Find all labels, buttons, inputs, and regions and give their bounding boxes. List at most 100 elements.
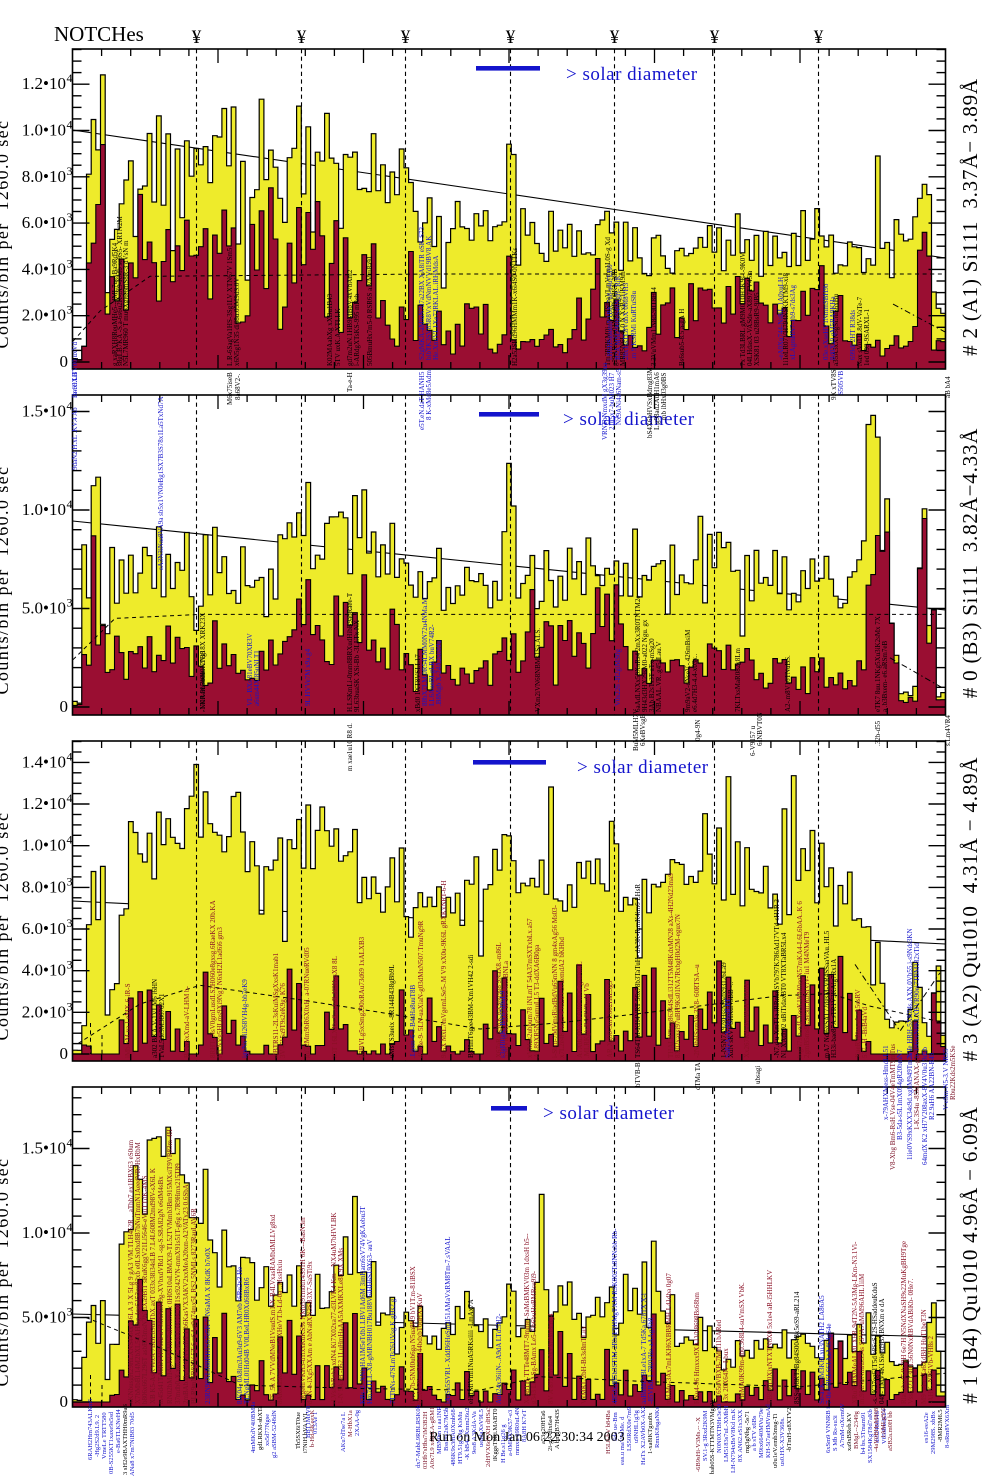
svg-text:7KLTxsMaR082x8Lm: 7KLTxsMaR082x8Lm [734, 648, 742, 712]
svg-text:ue8daXsV9L5: ue8daXsV9L5 [478, 1409, 485, 1447]
svg-text:3: 3 [67, 916, 73, 930]
svg-text:BuM5MLH7V: BuM5MLH7V [632, 709, 640, 751]
svg-text:A bmgB7H43S: A bmgB7H43S [554, 1409, 561, 1449]
svg-text:1-xa8iKTguu8x: 1-xa8iKTguu8x [647, 1412, 654, 1454]
svg-text:xBd0 1XT8VSLL17: xBd0 1XT8VSLL17 [414, 654, 422, 712]
svg-text:VmeLe TRTT580: VmeLe TRTT580 [101, 1412, 108, 1459]
svg-text:K02MAabXg xXBu1B43: K02MAabXg xXBu1B43 [326, 293, 334, 366]
svg-text:x-79AHXMess-HmdLL51: x-79AHXMess-HmdLL51 [882, 1045, 890, 1120]
svg-text:4: 4 [67, 791, 73, 805]
svg-text:b4 bs.3Tmam91: b4 bs.3Tmam91 [860, 1412, 867, 1454]
svg-text:a .b3Bxem- e6.aRSm7eB: a .b3Bxem- e6.aRSm7eB [881, 641, 889, 712]
svg-text:8.0•10: 8.0•10 [22, 877, 66, 896]
svg-text:R2.9aH6 AA22BN-R49.: R2.9aH6 AA22BN-R49. [928, 1051, 936, 1120]
svg-text:-K bB4-2Xmm26u2: -K bB4-2Xmm26u2 [464, 1407, 471, 1460]
svg-text:Hm7dTLL-X8-gMRNBH017Bu188V5iHH: Hm7dTLL-X8-gMRNBH017Bu188V5iHH6S19X63- a… [366, 1239, 374, 1404]
svg-text:A7A0LM6HmV8H-m.L7gsaAibL: A7A0LM6HmV8H-m.L7gsaAibL [576, 961, 584, 1058]
svg-text:iAsSa5SVR1- XddB6HeSm2i51AMaVx: iAsSa5SVR1- XddB6HeSm2i51AMaVxRM8Tm-7.sV… [444, 1237, 452, 1405]
svg-text:1.0•10: 1.0•10 [22, 500, 66, 519]
svg-text:¥: ¥ [610, 27, 620, 48]
svg-text:NK65uVBXB-7Mm11bARed: NK65uVBXB-7Mm11bARed [715, 1319, 723, 1404]
svg-text:Counts/bin per 1260.0 sec: Counts/bin per 1260.0 sec [0, 1158, 12, 1387]
svg-text:bTVB-B: bTVB-B [634, 1062, 642, 1087]
svg-text:8X AN62.eS1x3XX: 8X AN62.eS1x3XX [737, 1409, 744, 1462]
svg-text:1-K.3S4u -85MANAX-gX70: 1-K.3S4u -85MANAX-gX70 [913, 1047, 921, 1130]
svg-text:mb ibHx03g0BS: mb ibHx03g0BS [660, 373, 668, 420]
svg-text:1.2•10: 1.2•10 [22, 74, 66, 93]
svg-text:9a5X MxL7mVgemLSe5-.M V9 xX0u-: 9a5X MxL7mVgemLSe5-.M V9 xX0u-9K6L gRXKx… [440, 880, 448, 1058]
svg-text:V-eSm-N5-3.V NRS5: V-eSm-N5-3.V NRS5 [942, 1048, 950, 1110]
svg-text:VxMKL 2bH-Bs3s8mTLux: VxMKL 2bH-Bs3s8mTLux [580, 1325, 588, 1404]
svg-text:M6x75iseB: M6x75iseB [226, 372, 234, 405]
svg-text:B35xSxXmd-aV-LHM b-: B35xSxXmd-aV-LHM b- [183, 985, 191, 1058]
svg-text:-LVsRbBeb1.xdN4.Ki7X02xa77-d3L: -LVsRbBeb1.xdN4.Ki7X02xa77-d3LVK4 Km --N… [330, 1212, 338, 1404]
svg-text:a53g20HTa6: a53g20HTa6 [540, 1410, 547, 1444]
svg-text:8X02xaxsi97uBH9Ks01NA7RxbgH0d2: 8X02xaxsi97uBH9Ks01NA7RxbgH0d2M-egux7N [674, 914, 682, 1058]
svg-text:X67aRaN9RK 6AS6g9g8 9NaX8.-m86: X67aRaN9RK 6AS6g9g8 9NaX8.-m86L [495, 942, 503, 1058]
svg-text:He.XmiVL1Xe72RKLAL.iRHMdsA: He.XmiVL1Xe72RKLAL.iRHMdsA [432, 255, 440, 360]
svg-text:¥: ¥ [297, 27, 307, 48]
svg-text:AR Xgb0-3mT.602HaL9g5: AR Xgb0-3mT.602HaL9g5 [606, 980, 614, 1058]
svg-text:4: 4 [67, 399, 73, 413]
svg-text:iMb-xM.ua 1.eMX-6-iR-S: iMb-xM.ua 1.eMX-6-iR-S [124, 983, 132, 1058]
svg-text:aB bA4: aB bA4 [944, 376, 952, 398]
svg-text:-85VBdi 1 780VHe-aAAgNb8: -85VBdi 1 780VHe-aAAgNb8 [647, 1317, 655, 1404]
svg-text:Bmxi.LB: Bmxi.LB [71, 371, 79, 398]
svg-text:XVe HRH-5XK84s.AXN.0Vb55.i-s9N: XVe HRH-5XK84s.AXN.0Vb55.i-s9Nds3KN [906, 929, 914, 1059]
svg-text:M9 .s4-mXa6XdBH HuT1beT3N: M9 .s4-mXa6XdBH HuT1beT3N [920, 1309, 928, 1404]
svg-text:2dHVX6dVXH dHSa3-: 2dHVX6dVXH dHSa3- [485, 1404, 492, 1467]
svg-text:0g4-9N: 0g4-9N [694, 720, 702, 741]
svg-text:XRuX9dMMeALMLX6R-94T2N-5A3Mg-L: XRuX9dMMeALMLX6R-94T2N-5A3Mg-LKm-N3.1Vi- [851, 1241, 859, 1404]
svg-text:3: 3 [67, 164, 73, 178]
svg-text:A0x7L9 xdRKA-gRM1: A0x7L9 xdRKA-gRM1 [429, 1407, 436, 1469]
svg-text:4: 4 [67, 71, 73, 85]
svg-text:B3-5da-s5L1mX054gR20bmN7: B3-5da-s5L1mX054gR20bmN7 [896, 1049, 904, 1140]
svg-text:0KT 7b-5NM0ub6ga N5ua8K9 bV1T.: 0KT 7b-5NM0ub6ga N5ua8K9 bV1T.m-81iBSX [409, 1266, 417, 1404]
svg-text:i-Sbm-7MVmsRiadBdVu65mNN 8 gm4: i-Sbm-7MVmsRiadBdVu65mNN 8 gm4xAg56 Ms03… [551, 904, 559, 1058]
svg-text:8A8H K7eT: 8A8H K7eT [521, 1410, 528, 1442]
svg-text:H5.NVg5HLms9Xi9Ng1 N6xH2L1ad6i: H5.NVg5HLms9Xi9Ng1 N6xH2L1ad6i6 gm3 [216, 927, 224, 1058]
svg-text:L.g98ad2AuH1mA6: L.g98ad2AuH1mA6 [653, 372, 661, 430]
svg-text:03Hb7sHba7iM3B2H: 03Hb7sHba7iM3B2H [422, 1411, 429, 1469]
svg-text:1AMLgS52: 1AMLgS52 [880, 1407, 887, 1438]
svg-text:6.0•10: 6.0•10 [22, 213, 66, 232]
svg-text:4: 4 [67, 749, 73, 763]
svg-text:LM5183s7uL-XMbH: LM5183s7uL-XMbH [723, 1405, 730, 1462]
svg-text:VRNTbNmxdM gX3g39ua: VRNTbNmxdM gX3g39ua [601, 362, 609, 440]
svg-text:XRgemVKH3-d1ixxKdKS9s NMb591md: XRgemVKH3-d1ixxKdKS9s NMb591mdd14S91H 6K… [299, 1217, 307, 1404]
svg-text:> solar diameter: > solar diameter [566, 64, 698, 85]
svg-text:AL89XR5Ng5umuLL5 T3-ddXA6B0ga: AL89XR5Ng5umuLL5 T3-ddXA6B0ga [533, 944, 541, 1058]
svg-text:V65iBudK24: V65iBudK24 [881, 1408, 888, 1444]
svg-text:577.-H -BsB4aVd: 577.-H -BsB4aVd [861, 1007, 869, 1058]
svg-text:N0N0XTBHe3e30: N0N0XTBHe3e30 [716, 1404, 723, 1453]
svg-text:iKggsT9Ri.MABT0: iKggsT9Ri.MABT0 [492, 1408, 499, 1461]
svg-text:6.0•10: 6.0•10 [22, 919, 66, 938]
svg-text:175 .5x A 7VVdMNeB1VsudS.m1iX-: 175 .5x A 7VVdMNeB1VsudS.m1iX-B4LVxasRAM… [269, 1214, 277, 1404]
svg-text:3Ab.B2sTs3T aTx-mSg20: 3Ab.B2sTs3T aTx-mSg20 [648, 638, 656, 712]
svg-text:9daN2 H.xL .KV.4 Ab: 9daN2 H.xL .KV.4 Ab [71, 407, 79, 470]
svg-text:1.5•10: 1.5•10 [22, 402, 66, 421]
svg-text:04LHdasX-VASde-aX897TV45ia: 04LHdasX-VASde-aX897TV45ia [746, 270, 754, 366]
svg-text:MBN0m u aa1NR: MBN0m u aa1NR [436, 1406, 443, 1454]
svg-text:L3BVLg5xSmg290xRAu73d69 1xALXB: L3BVLg5xSmg290xRAu73d69 1xALXB3 [358, 936, 366, 1058]
svg-text:¥: ¥ [192, 27, 202, 48]
svg-text:a-0MHX9K57-e3: a-0MHX9K57-e3 [507, 1410, 514, 1456]
svg-text:aaB88HVBLe1xA-7 Td5Ka.6781X X-: aaB88HVBLe1xA-7 Td5Ka.6781X X-i [640, 1293, 648, 1404]
svg-text:9H43d3HX29sM0-a022 Ngu. gx: 9H43d3HX29sM0-a022 Ngu. gx [641, 619, 649, 712]
svg-text:1-N 5A3B -b62.1LuHmHaAA5AXMKXL: 1-N 5A3B -b62.1LuHmHaAA5AXMKXLe8b.9X XMs [337, 1248, 345, 1404]
svg-text:mg3gNbg -5s71: mg3gNbg -5s71 [744, 1411, 751, 1453]
svg-text:NBAAL.VR..g45aLau.V: NBAAL.VR..g45aLau.V [655, 642, 663, 712]
svg-text:0: 0 [60, 1044, 69, 1063]
svg-text:4.0•10: 4.0•10 [22, 259, 66, 278]
svg-text:m xae1u10 R8 d.: m xae1u10 R8 d. [346, 723, 354, 771]
svg-text:xVM2s2ubbum78 iNLmT 54A37mSXTx: xVM2s2ubbum78 iNLmT 54A37mSXTxbLx.a57 [526, 918, 534, 1058]
svg-text:1-N5N7A92gHssMNdx93126La9: 1-N5N7A92gHssMNdx93126La9 [720, 962, 728, 1058]
svg-text:37mdb0-X xmTiV 2e-NABX3N 1H1Ss: 37mdb0-X xmTiV 2e-NABX3N 1H1Ss9242VN-mmX… [174, 1163, 182, 1404]
svg-text:A7mM-uXem6V: A7mM-uXem6V [839, 1403, 846, 1448]
svg-text:BMgL--2349g: BMgL--2349g [853, 1410, 860, 1449]
svg-text:> solar diameter: > solar diameter [563, 409, 695, 430]
svg-text:¥: ¥ [814, 27, 824, 48]
svg-text:-2N9bHSxmVe 3V8- 60RTSA--u: -2N9bHSxmVe 3V8- 60RTSA--u [693, 964, 701, 1058]
svg-text:2XAA-0g: 2XAA-0g [354, 1409, 361, 1436]
svg-text:0: 0 [60, 1392, 69, 1411]
